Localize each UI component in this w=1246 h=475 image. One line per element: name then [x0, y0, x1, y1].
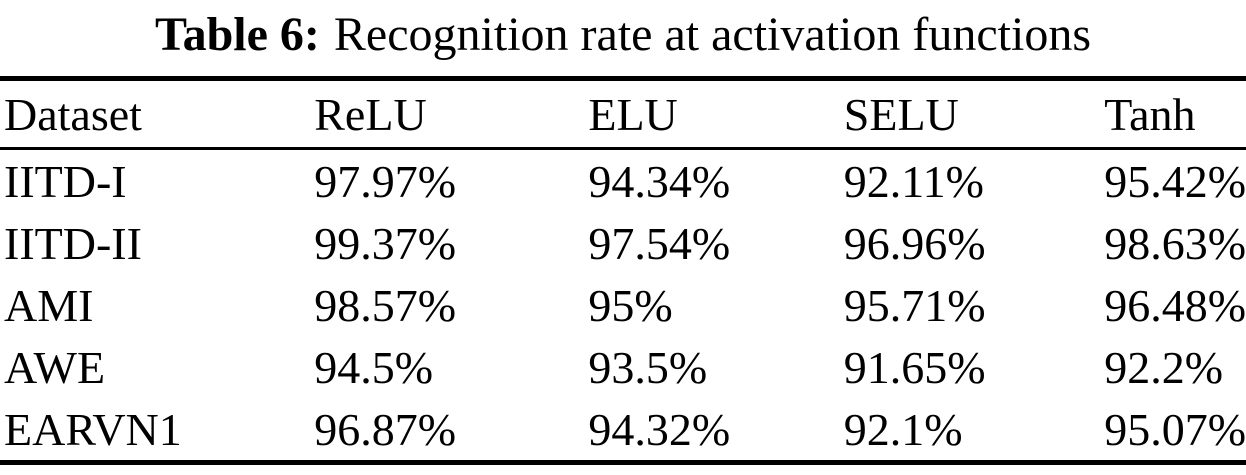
table-header: Dataset ReLU ELU SELU Tanh: [0, 78, 1246, 150]
cell-relu: 98.57%: [314, 279, 457, 331]
cell-tanh: 95.07%: [1104, 403, 1246, 455]
cell-selu: 92.1%: [843, 403, 963, 455]
cell-elu: 94.34%: [588, 155, 731, 207]
cell-relu: 97.97%: [314, 155, 457, 207]
cell-tanh: 96.48%: [1104, 279, 1246, 331]
cell-relu: 99.37%: [314, 217, 457, 269]
table-caption: Table 6: Recognition rate at activation f…: [0, 0, 1246, 64]
cell-dataset: IITD-II: [4, 217, 142, 269]
table-body: IITD-I 97.97% 94.34% 92.11% 95.42% IITD-…: [0, 149, 1246, 463]
cell-relu: 94.5%: [314, 341, 434, 393]
recognition-rate-table: Dataset ReLU ELU SELU Tanh IITD-I 97.97%…: [0, 76, 1246, 465]
table-caption-text: Recognition rate at activation functions: [333, 8, 1092, 61]
cell-selu: 96.96%: [843, 217, 986, 269]
table-row: IITD-II 99.37% 97.54% 96.96% 98.63%: [0, 212, 1246, 274]
col-header-elu: ELU: [584, 78, 840, 150]
table-row: EARVN1 96.87% 94.32% 92.1% 95.07%: [0, 398, 1246, 463]
header-row: Dataset ReLU ELU SELU Tanh: [0, 78, 1246, 150]
col-header-tanh: Tanh: [1100, 78, 1246, 150]
cell-elu: 95%: [588, 279, 673, 331]
cell-selu: 95.71%: [843, 279, 986, 331]
cell-selu: 92.11%: [843, 155, 984, 207]
cell-elu: 93.5%: [588, 341, 708, 393]
cell-tanh: 98.63%: [1104, 217, 1246, 269]
col-header-dataset: Dataset: [0, 78, 311, 150]
cell-relu: 96.87%: [314, 403, 457, 455]
cell-dataset: IITD-I: [4, 155, 127, 207]
cell-dataset: AMI: [4, 279, 94, 331]
cell-dataset: EARVN1: [4, 403, 182, 455]
cell-selu: 91.65%: [843, 341, 986, 393]
cell-elu: 97.54%: [588, 217, 731, 269]
col-header-selu: SELU: [839, 78, 1101, 150]
cell-elu: 94.32%: [588, 403, 731, 455]
cell-dataset: AWE: [4, 341, 106, 393]
col-header-relu: ReLU: [310, 78, 585, 150]
table-row: AWE 94.5% 93.5% 91.65% 92.2%: [0, 336, 1246, 398]
cell-tanh: 92.2%: [1104, 341, 1224, 393]
cell-tanh: 95.42%: [1104, 155, 1246, 207]
table-row: AMI 98.57% 95% 95.71% 96.48%: [0, 274, 1246, 336]
table-row: IITD-I 97.97% 94.34% 92.11% 95.42%: [0, 149, 1246, 213]
table-caption-label: Table 6:: [154, 8, 320, 61]
